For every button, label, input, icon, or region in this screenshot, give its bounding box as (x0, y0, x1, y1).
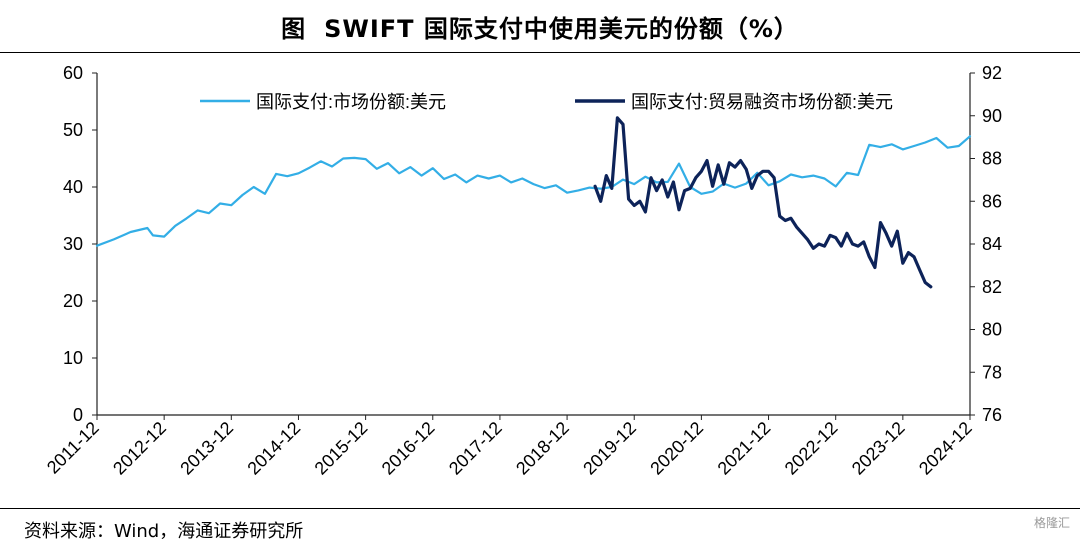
source-bar: 资料来源：Wind，海通证券研究所 (0, 508, 1080, 549)
right-y-tick-label: 80 (982, 320, 1002, 340)
left-y-tick-label: 10 (63, 348, 83, 368)
figure-label: 图 (281, 14, 307, 43)
legend-label-market-share: 国际支付:市场份额:美元 (256, 92, 446, 112)
left-y-tick-label: 60 (63, 63, 83, 83)
right-y-tick-label: 88 (982, 149, 1002, 169)
x-tick-label: 2022-12 (781, 418, 842, 479)
right-y-tick-label: 76 (982, 405, 1002, 425)
series-line-market-share (95, 135, 972, 247)
x-tick-label: 2013-12 (176, 418, 237, 479)
x-tick-label: 2024-12 (915, 418, 976, 479)
right-y-tick-label: 82 (982, 277, 1002, 297)
x-tick-label: 2020-12 (646, 418, 707, 479)
x-tick-label: 2014-12 (243, 418, 304, 479)
title-bar: 图 SWIFT 国际支付中使用美元的份额（%） (0, 0, 1080, 53)
right-y-tick-label: 84 (982, 234, 1002, 254)
x-tick-label: 2016-12 (378, 418, 439, 479)
left-y-tick-label: 40 (63, 177, 83, 197)
series-line-trade-finance (593, 116, 933, 289)
figure-title-text: SWIFT 国际支付中使用美元的份额（%） (324, 14, 799, 43)
source-note: 资料来源：Wind，海通证券研究所 (24, 521, 304, 542)
legend-label-trade-finance: 国际支付:贸易融资市场份额:美元 (631, 92, 893, 112)
x-tick-label: 2015-12 (311, 418, 372, 479)
x-tick-label: 2012-12 (109, 418, 170, 479)
right-y-tick-label: 78 (982, 362, 1002, 382)
x-tick-label: 2019-12 (579, 418, 640, 479)
left-y-tick-label: 50 (63, 120, 83, 140)
figure-title: 图 SWIFT 国际支付中使用美元的份额（%） (281, 9, 799, 44)
watermark-logo: 格隆汇 (1033, 516, 1070, 530)
left-y-tick-label: 0 (73, 405, 83, 425)
x-tick-label: 2021-12 (714, 418, 775, 479)
left-y-tick-label: 30 (63, 234, 83, 254)
right-y-tick-label: 86 (982, 191, 1002, 211)
x-tick-label: 2011-12 (43, 418, 103, 478)
legend: 国际支付:市场份额:美元 国际支付:贸易融资市场份额:美元 (200, 92, 893, 112)
right-y-tick-label: 92 (982, 63, 1002, 83)
right-y-tick-label: 90 (982, 106, 1002, 126)
left-y-tick-label: 20 (63, 291, 83, 311)
x-tick-label: 2018-12 (512, 418, 573, 479)
x-tick-label: 2017-12 (445, 418, 506, 479)
x-tick-label: 2023-12 (848, 418, 909, 479)
series-lines-group (95, 116, 972, 289)
